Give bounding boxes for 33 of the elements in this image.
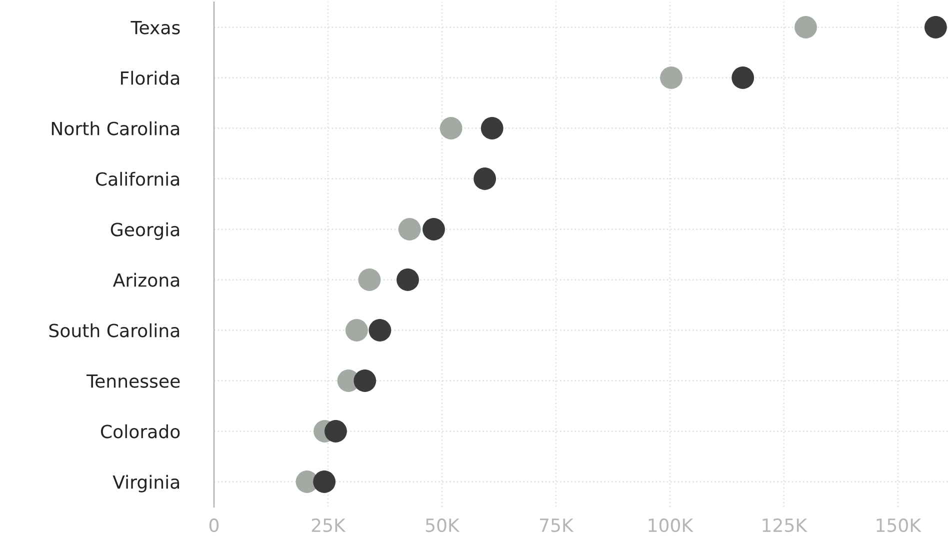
point — [368, 319, 392, 342]
y-tick-label: Florida — [121, 70, 180, 85]
point — [422, 218, 445, 240]
point — [398, 218, 421, 240]
x-tick-label: 125K — [762, 518, 808, 532]
x-tick-label: 75K — [540, 518, 574, 532]
point — [313, 470, 336, 493]
point — [660, 66, 682, 89]
y-tick-label: Tennessee — [86, 374, 180, 388]
x-tick-label: 150K — [876, 518, 922, 532]
point — [354, 370, 376, 392]
y-tick-label: Texas — [130, 20, 180, 34]
x-tick-label: 50K — [426, 518, 460, 532]
x-tick-label: 0 — [209, 518, 219, 532]
point — [480, 117, 504, 140]
point — [358, 268, 381, 291]
point — [346, 319, 368, 342]
x-tick-label: 100K — [648, 518, 694, 532]
point — [924, 16, 947, 38]
x-tick-label: 25K — [312, 518, 346, 532]
point — [732, 66, 754, 89]
y-tick-label: Colorado — [100, 424, 180, 438]
y-tick-label: Virginia — [112, 474, 180, 492]
point — [474, 168, 496, 190]
y-tick-label: California — [96, 172, 180, 186]
point — [440, 117, 462, 140]
point — [794, 16, 817, 38]
y-tick-label: Georgia — [110, 222, 180, 240]
point — [396, 268, 419, 291]
point — [324, 420, 347, 442]
y-tick-label: North Carolina — [52, 121, 180, 136]
y-tick-label: South Carolina — [49, 323, 180, 338]
y-tick-label: Arizona — [112, 272, 180, 287]
